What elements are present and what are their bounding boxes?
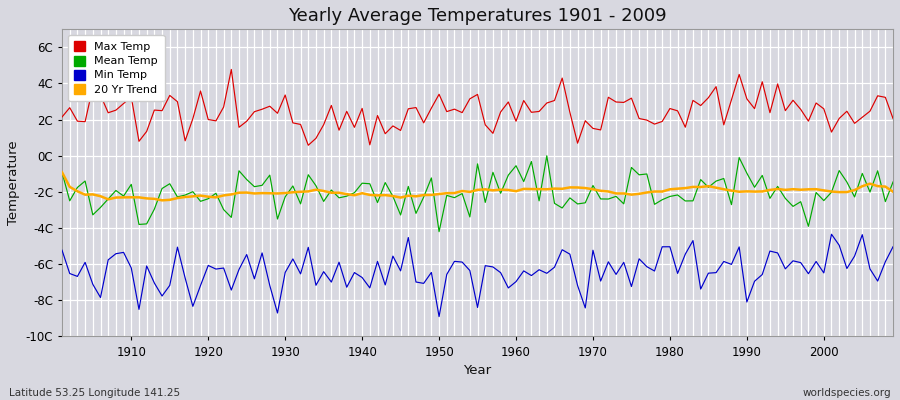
X-axis label: Year: Year <box>464 364 491 377</box>
Legend: Max Temp, Mean Temp, Min Temp, 20 Yr Trend: Max Temp, Mean Temp, Min Temp, 20 Yr Tre… <box>68 35 165 101</box>
Text: Latitude 53.25 Longitude 141.25: Latitude 53.25 Longitude 141.25 <box>9 388 180 398</box>
Text: worldspecies.org: worldspecies.org <box>803 388 891 398</box>
Title: Yearly Average Temperatures 1901 - 2009: Yearly Average Temperatures 1901 - 2009 <box>288 7 667 25</box>
Y-axis label: Temperature: Temperature <box>7 140 20 225</box>
